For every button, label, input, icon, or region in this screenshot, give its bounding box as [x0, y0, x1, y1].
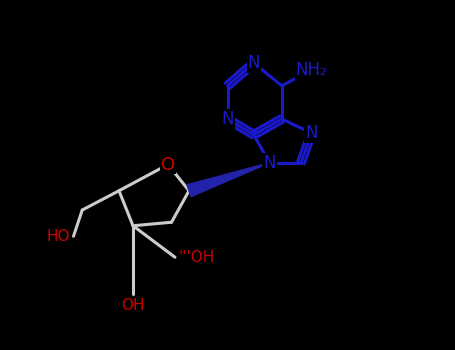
Text: N: N: [248, 54, 260, 72]
Text: N: N: [305, 124, 318, 142]
Text: N: N: [221, 110, 234, 128]
Text: OH: OH: [121, 298, 145, 313]
Text: O: O: [161, 155, 175, 174]
Text: '''OH: '''OH: [178, 250, 215, 265]
Text: N: N: [263, 154, 276, 172]
Text: NH₂: NH₂: [296, 61, 328, 79]
Text: HO: HO: [46, 229, 70, 244]
Polygon shape: [187, 163, 269, 197]
